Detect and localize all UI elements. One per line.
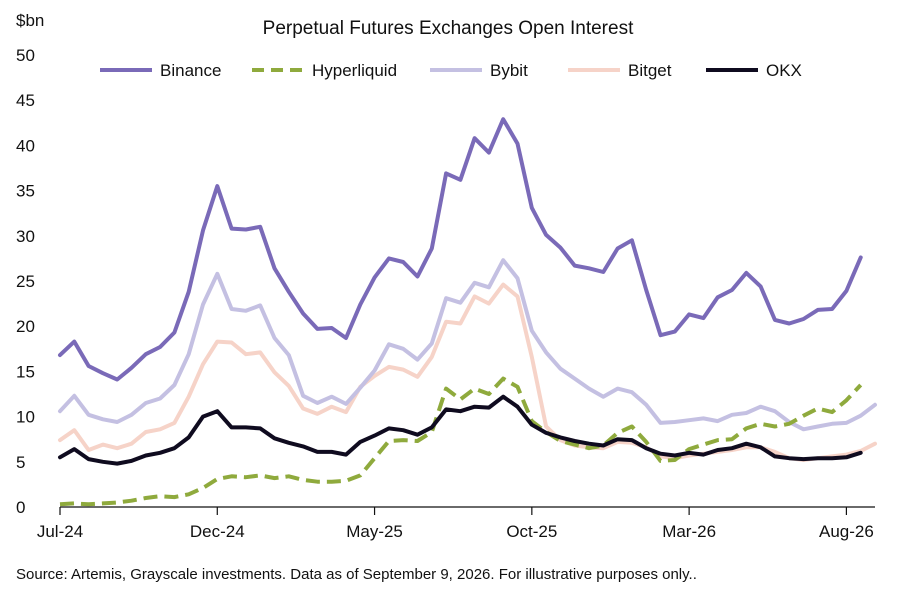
chart-title: Perpetual Futures Exchanges Open Interes… [263, 18, 634, 39]
y-tick-label: 35 [16, 182, 35, 201]
legend-label-bybit: Bybit [490, 61, 528, 80]
series-line-bybit [58, 258, 877, 432]
x-axis: Jul-24 Dec-24 May-25 Oct-25 Mar-26 Aug-26 [37, 506, 875, 541]
y-tick-label: 30 [16, 227, 35, 246]
open-interest-chart: Perpetual Futures Exchanges Open Interes… [16, 11, 877, 541]
y-tick-label: 10 [16, 408, 35, 427]
source-note: Source: Artemis, Grayscale investments. … [16, 566, 697, 583]
y-axis: 0 5 10 15 20 25 30 35 40 45 50 [16, 46, 35, 517]
x-tick-label: May-25 [346, 522, 403, 541]
legend: Binance Hyperliquid Bybit Bitget OKX [100, 61, 802, 80]
series-layer [58, 117, 877, 507]
series-line-bitget [58, 282, 877, 462]
x-tick-label: Dec-24 [190, 522, 245, 541]
y-tick-label: 50 [16, 46, 35, 65]
series-line-hyperliquid [59, 376, 863, 507]
legend-label-bitget: Bitget [628, 61, 672, 80]
x-tick-label: Oct-25 [506, 522, 557, 541]
series-line-okx [58, 394, 863, 466]
series-line-binance [58, 117, 863, 382]
legend-label-okx: OKX [766, 61, 802, 80]
y-tick-label: 20 [16, 317, 35, 336]
y-tick-label: 25 [16, 272, 35, 291]
y-tick-label: 5 [16, 453, 25, 472]
x-tick-label: Aug-26 [819, 522, 874, 541]
x-tick-label: Jul-24 [37, 522, 83, 541]
x-tick-label: Mar-26 [662, 522, 716, 541]
y-axis-label: $bn [16, 11, 44, 30]
y-tick-label: 0 [16, 498, 25, 517]
legend-label-binance: Binance [160, 61, 221, 80]
y-tick-label: 40 [16, 136, 35, 155]
y-tick-label: 15 [16, 362, 35, 381]
y-tick-label: 45 [16, 91, 35, 110]
legend-label-hyperliquid: Hyperliquid [312, 61, 397, 80]
